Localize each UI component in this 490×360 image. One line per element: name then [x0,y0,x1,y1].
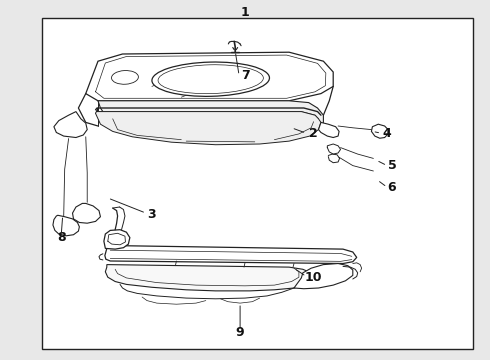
Polygon shape [105,265,314,291]
Text: 5: 5 [388,159,396,172]
Text: 4: 4 [383,127,392,140]
Ellipse shape [158,65,263,94]
Polygon shape [98,101,323,138]
Polygon shape [105,246,357,264]
Polygon shape [294,264,353,289]
Text: 8: 8 [57,231,66,244]
Text: 7: 7 [241,69,249,82]
Text: 6: 6 [388,181,396,194]
Polygon shape [73,203,100,223]
Polygon shape [54,112,87,138]
Polygon shape [371,124,388,138]
Text: 9: 9 [236,327,245,339]
Bar [42,18,473,349]
Text: 1: 1 [241,6,249,19]
Polygon shape [86,52,333,101]
Polygon shape [318,122,339,138]
Polygon shape [53,215,79,236]
Polygon shape [96,108,321,145]
Text: 3: 3 [147,208,156,221]
Ellipse shape [152,62,270,96]
Text: 2: 2 [309,127,318,140]
Text: 10: 10 [305,271,322,284]
Ellipse shape [112,71,138,84]
Polygon shape [104,230,130,249]
